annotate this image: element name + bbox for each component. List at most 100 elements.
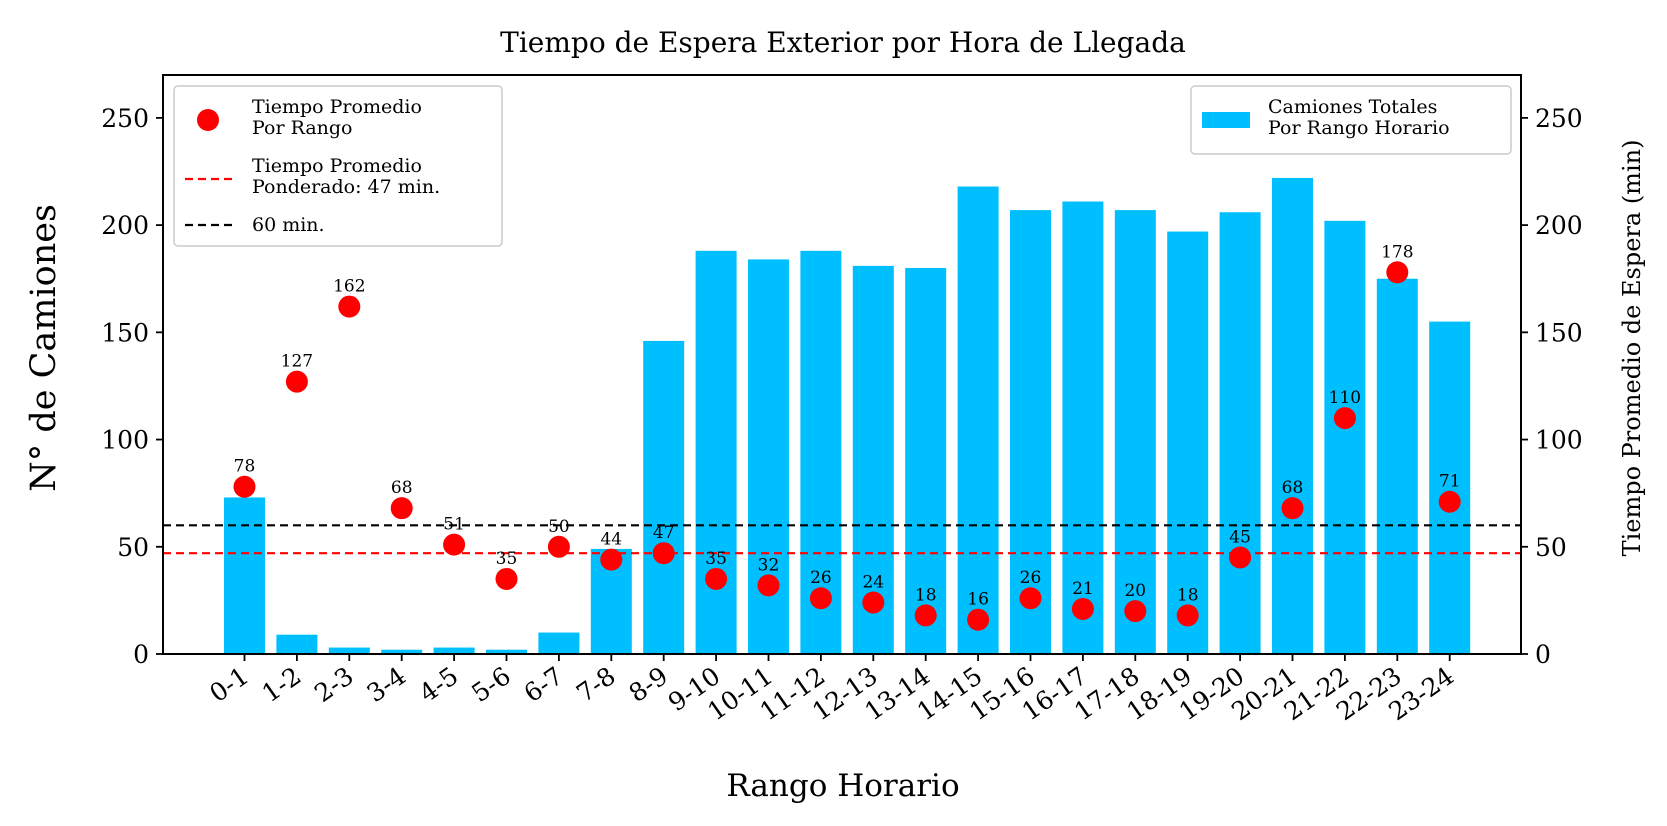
x-tick-label: 0-1 (204, 661, 254, 708)
bar (1062, 201, 1104, 654)
data-point (862, 591, 885, 614)
data-label: 20 (1124, 581, 1146, 601)
data-point (757, 574, 780, 597)
x-tick-label: 5-6 (466, 661, 516, 708)
bar (852, 265, 894, 654)
bar (1219, 212, 1261, 654)
data-label: 50 (548, 517, 570, 537)
y-axis-right-title: Tiempo Promedio de Espera (min) (1618, 140, 1646, 557)
data-label: 51 (443, 515, 465, 535)
legend-box (173, 85, 503, 247)
points-layer (233, 261, 1461, 631)
x-tick-label: 8-9 (624, 661, 674, 708)
bar (643, 340, 685, 654)
legend-left: Tiempo Promedio Por Rango Tiempo Promedio P… (173, 85, 503, 247)
legend-label: Tiempo Promedio Por Rango (252, 96, 422, 139)
bar (486, 649, 527, 654)
data-point (495, 567, 518, 590)
data-label: 18 (1177, 585, 1199, 605)
data-label: 16 (967, 590, 989, 610)
data-point (390, 497, 413, 520)
data-label: 26 (1020, 568, 1042, 588)
data-label: 162 (333, 277, 365, 297)
data-point (1281, 497, 1304, 520)
data-point (1229, 546, 1252, 569)
chart-title: Tiempo de Espera Exterior por Hora de Ll… (500, 26, 1186, 59)
legend-label: 60 min. (252, 214, 325, 236)
data-point (967, 608, 990, 631)
bar (695, 250, 737, 654)
bars-layer (224, 177, 1471, 655)
y-tick-label-right: 150 (1535, 318, 1583, 347)
data-point (338, 295, 361, 318)
data-point (1124, 600, 1147, 623)
bar (1429, 321, 1471, 654)
bar (800, 250, 842, 654)
bar (276, 634, 318, 654)
point-labels-layer: 78 127 162 68 51 35 50 44 47 35 32 26 24 18 16 26 21 20 18… (234, 242, 1461, 609)
data-point (809, 587, 832, 610)
y-tick-label-right: 250 (1535, 104, 1583, 133)
x-axis-title: Rango Horario (726, 768, 959, 804)
data-label: 26 (810, 568, 832, 588)
y-axis-left-ticks: 0 50 100 150 200 250 (101, 104, 163, 669)
data-label: 110 (1329, 388, 1361, 408)
legend-box (1190, 85, 1512, 155)
legend-right: Camiones Totales Por Rango Horario (1190, 85, 1512, 155)
bar (538, 632, 580, 654)
y-tick-label: 100 (101, 426, 149, 455)
x-tick-label: 6-7 (519, 661, 569, 708)
data-point (652, 542, 675, 565)
x-tick-label: 7-8 (571, 661, 621, 708)
bar (328, 647, 370, 654)
data-point (1333, 407, 1356, 430)
data-label: 21 (1072, 579, 1094, 599)
data-label: 18 (915, 585, 937, 605)
data-label: 47 (653, 523, 675, 543)
y-tick-label-right: 200 (1535, 211, 1583, 240)
data-point (600, 548, 623, 571)
data-point (1071, 597, 1094, 620)
data-label: 45 (1229, 528, 1251, 548)
bar (1272, 177, 1313, 654)
bar (1114, 210, 1156, 654)
x-axis-ticks: 0-1 1-2 2-3 3-4 4-5 5-6 6-7 7-8 8-99-1010-1111-1… (204, 654, 1459, 726)
y-tick-label: 150 (101, 318, 149, 347)
x-tick-label: 1-2 (257, 661, 307, 708)
data-label: 68 (1282, 478, 1304, 498)
data-label: 44 (600, 530, 622, 550)
data-point (1019, 587, 1042, 610)
data-point (233, 475, 256, 498)
reference-lines-layer (163, 524, 1521, 555)
bar (224, 497, 265, 654)
bar (433, 647, 475, 654)
data-label: 35 (705, 549, 727, 569)
data-point (1386, 261, 1409, 284)
bar (905, 268, 947, 654)
data-label: 35 (496, 549, 518, 569)
y-tick-label: 50 (117, 533, 149, 562)
bar (957, 186, 999, 654)
plot-frame (162, 74, 1522, 655)
data-point (1176, 604, 1199, 627)
bar (1324, 220, 1366, 655)
y-tick-label-right: 100 (1535, 426, 1583, 455)
data-point (914, 604, 937, 627)
x-tick-label: 2-3 (309, 661, 359, 708)
y-tick-label-right: 0 (1535, 640, 1551, 669)
data-label: 68 (391, 478, 413, 498)
bar (1167, 231, 1209, 655)
data-point (1438, 490, 1461, 513)
data-label: 78 (234, 457, 256, 477)
data-point (705, 567, 728, 590)
bar (381, 649, 423, 654)
y-tick-label: 250 (101, 104, 149, 133)
x-tick-label: 3-4 (362, 661, 412, 708)
x-tick-label: 4-5 (414, 661, 464, 708)
data-label: 71 (1439, 472, 1461, 492)
legend-label: Tiempo Promedio Ponderado: 47 min. (252, 155, 440, 198)
data-label: 24 (862, 573, 884, 593)
legend-label: Camiones Totales Por Rango Horario (1268, 96, 1450, 139)
data-label: 178 (1381, 242, 1413, 262)
